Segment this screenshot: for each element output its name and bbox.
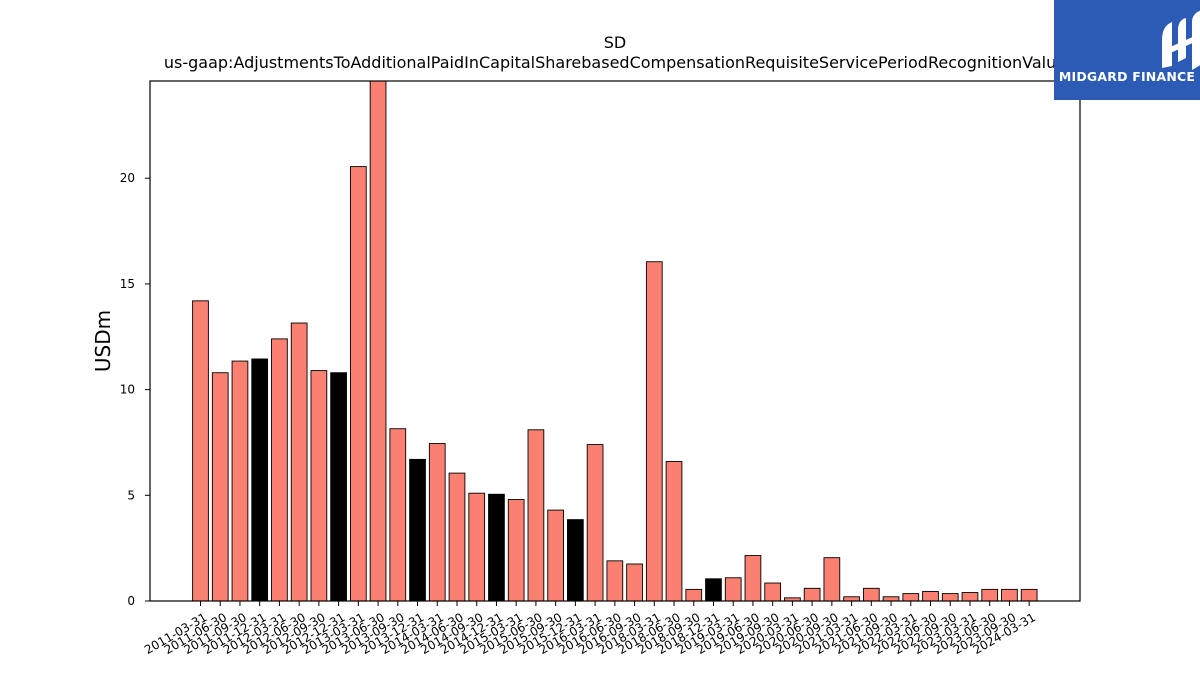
bar-2018-03-31 <box>645 261 663 602</box>
bar-2011-12-31 <box>251 358 269 602</box>
logo-text: MIDGARD FINANCE <box>1058 69 1196 84</box>
bar-2023-06-30 <box>981 588 999 602</box>
bar-2012-12-31 <box>330 372 347 602</box>
bar-2020-09-30 <box>823 557 841 602</box>
bar-2016-09-30 <box>626 563 643 602</box>
plot-frame <box>149 80 1081 602</box>
y-tick-label: 10 <box>120 383 135 397</box>
bar-2014-09-30 <box>468 492 486 602</box>
midgard-logo-icon <box>1162 10 1200 70</box>
bars-group <box>192 80 1038 602</box>
y-tick-label: 15 <box>120 277 135 291</box>
bar-2019-06-30 <box>744 555 762 602</box>
bar-2015-09-30 <box>547 509 564 602</box>
bar-2014-03-31 <box>428 443 446 602</box>
bar-2012-03-31 <box>271 338 288 602</box>
bar-2022-09-30 <box>941 593 959 602</box>
bar-2020-06-30 <box>803 587 821 602</box>
y-tick-label: 20 <box>120 171 135 185</box>
bar-2015-03-31 <box>507 499 525 602</box>
bar-2015-12-31 <box>567 519 584 602</box>
bar-2014-06-30 <box>448 472 466 602</box>
bar-2021-03-31 <box>843 596 860 602</box>
bar-2013-06-30 <box>369 80 387 602</box>
bar-2011-03-31 <box>192 300 209 602</box>
bar-2011-06-30 <box>211 372 229 602</box>
bar-2013-03-31 <box>349 166 367 602</box>
y-tick-label: 0 <box>127 594 135 608</box>
bar-2011-09-30 <box>231 360 249 602</box>
bar-2016-03-31 <box>586 444 604 602</box>
bar-2021-09-30 <box>882 596 900 602</box>
bar-2023-09-30 <box>1001 588 1018 602</box>
bar-2012-09-30 <box>310 370 328 602</box>
bar-2022-06-30 <box>922 591 939 602</box>
bar-2013-12-31 <box>409 458 426 602</box>
bar-2023-03-31 <box>961 592 979 602</box>
chart-subtitle: us-gaap:AdjustmentsToAdditionalPaidInCap… <box>164 53 1066 72</box>
bar-2018-09-30 <box>685 588 703 602</box>
bar-2019-09-30 <box>764 582 782 602</box>
bar-2014-12-31 <box>488 493 505 602</box>
bar-2024-03-31 <box>1020 588 1038 602</box>
bar-2021-06-30 <box>862 587 880 602</box>
x-ticks: 2011-03-312011-06-302011-09-302011-12-31… <box>142 601 1038 657</box>
bar-2016-06-30 <box>606 560 624 602</box>
y-ticks: 0 5 10 15 20 <box>120 171 150 608</box>
bar-2022-03-31 <box>902 593 920 602</box>
y-axis-label: USDm <box>91 310 115 372</box>
bar-2012-06-30 <box>290 322 308 602</box>
bar-2018-06-30 <box>665 461 683 602</box>
bar-2019-03-31 <box>724 577 742 602</box>
bar-2018-12-31 <box>705 578 722 602</box>
y-tick-label: 5 <box>127 488 135 502</box>
bar-2013-09-30 <box>389 428 407 602</box>
midgard-finance-logo: MIDGARD FINANCE <box>1054 0 1200 100</box>
bar-2015-06-30 <box>527 429 545 602</box>
chart-title: SD <box>604 33 626 52</box>
